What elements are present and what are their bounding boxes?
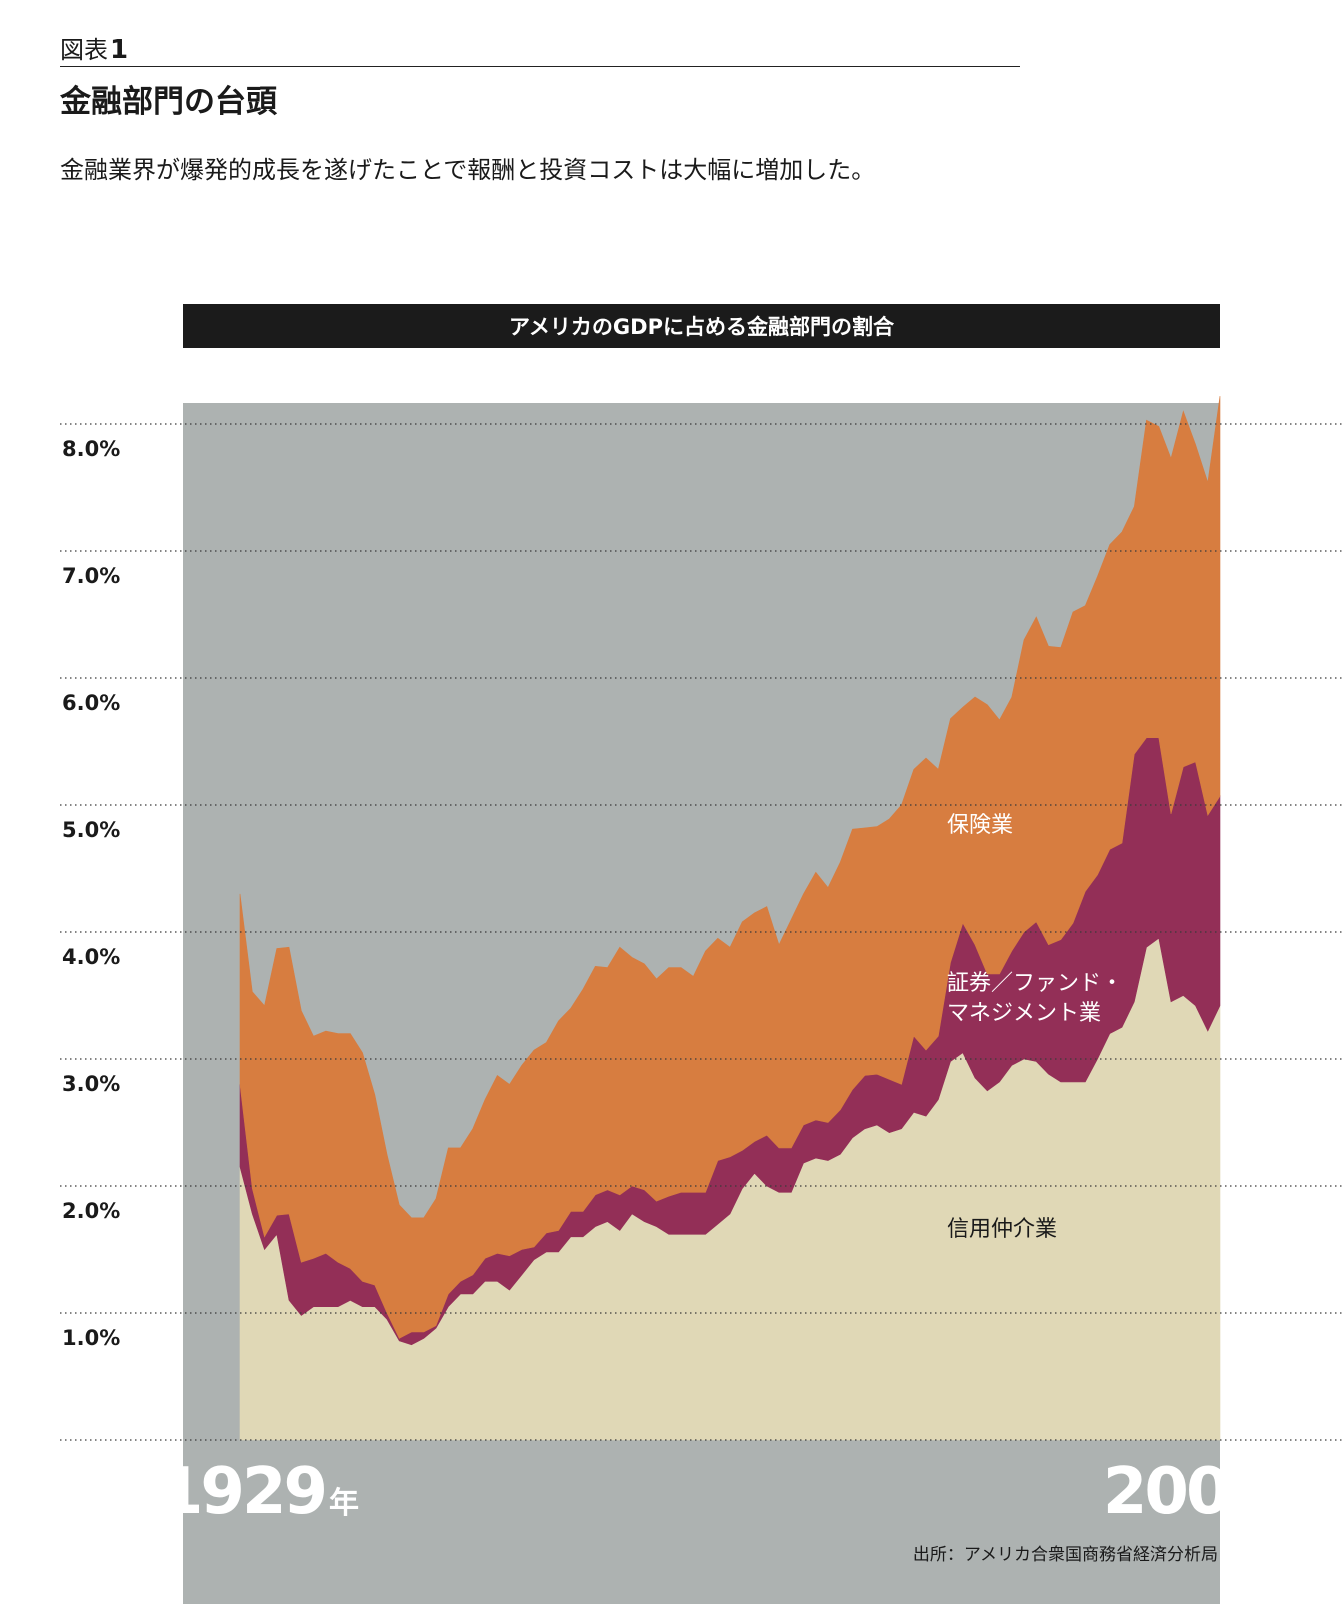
- x-end-label: 2009 年: [1103, 1455, 1303, 1529]
- area-insurance: [239, 396, 1221, 1339]
- figure-label: 図表1: [60, 30, 128, 65]
- page-title: 金融部門の台頭: [60, 84, 277, 120]
- series-label-insurance: 保険業: [947, 813, 1013, 838]
- chart-title-bar: [183, 304, 1220, 348]
- y-tick-label: 7.0%: [62, 564, 120, 588]
- figure-label-text: 図表: [60, 36, 108, 64]
- y-tick-label: 3.0%: [62, 1072, 120, 1096]
- source-note: 出所：アメリカ合衆国商務省経済分析局: [913, 1545, 1218, 1565]
- series-label-credit: 信用仲介業: [947, 1217, 1057, 1242]
- y-tick-label: 8.0%: [62, 437, 120, 461]
- y-tick-label: 2.0%: [62, 1199, 120, 1223]
- figure-number: 1: [110, 35, 129, 65]
- y-tick-label: 5.0%: [62, 818, 120, 842]
- series-label-securities: 証券／ファンド・マネジメント業: [947, 971, 1123, 1026]
- title-rule: [60, 66, 1020, 67]
- y-tick-label: 4.0%: [62, 945, 120, 969]
- y-tick-label: 6.0%: [62, 691, 120, 715]
- page-subtitle: 金融業界が爆発的成長を遂げたことで報酬と投資コストは大幅に増加した。: [60, 156, 876, 184]
- chart-title: アメリカのGDPに占める金融部門の割合: [509, 315, 895, 339]
- y-tick-label: 1.0%: [62, 1326, 120, 1350]
